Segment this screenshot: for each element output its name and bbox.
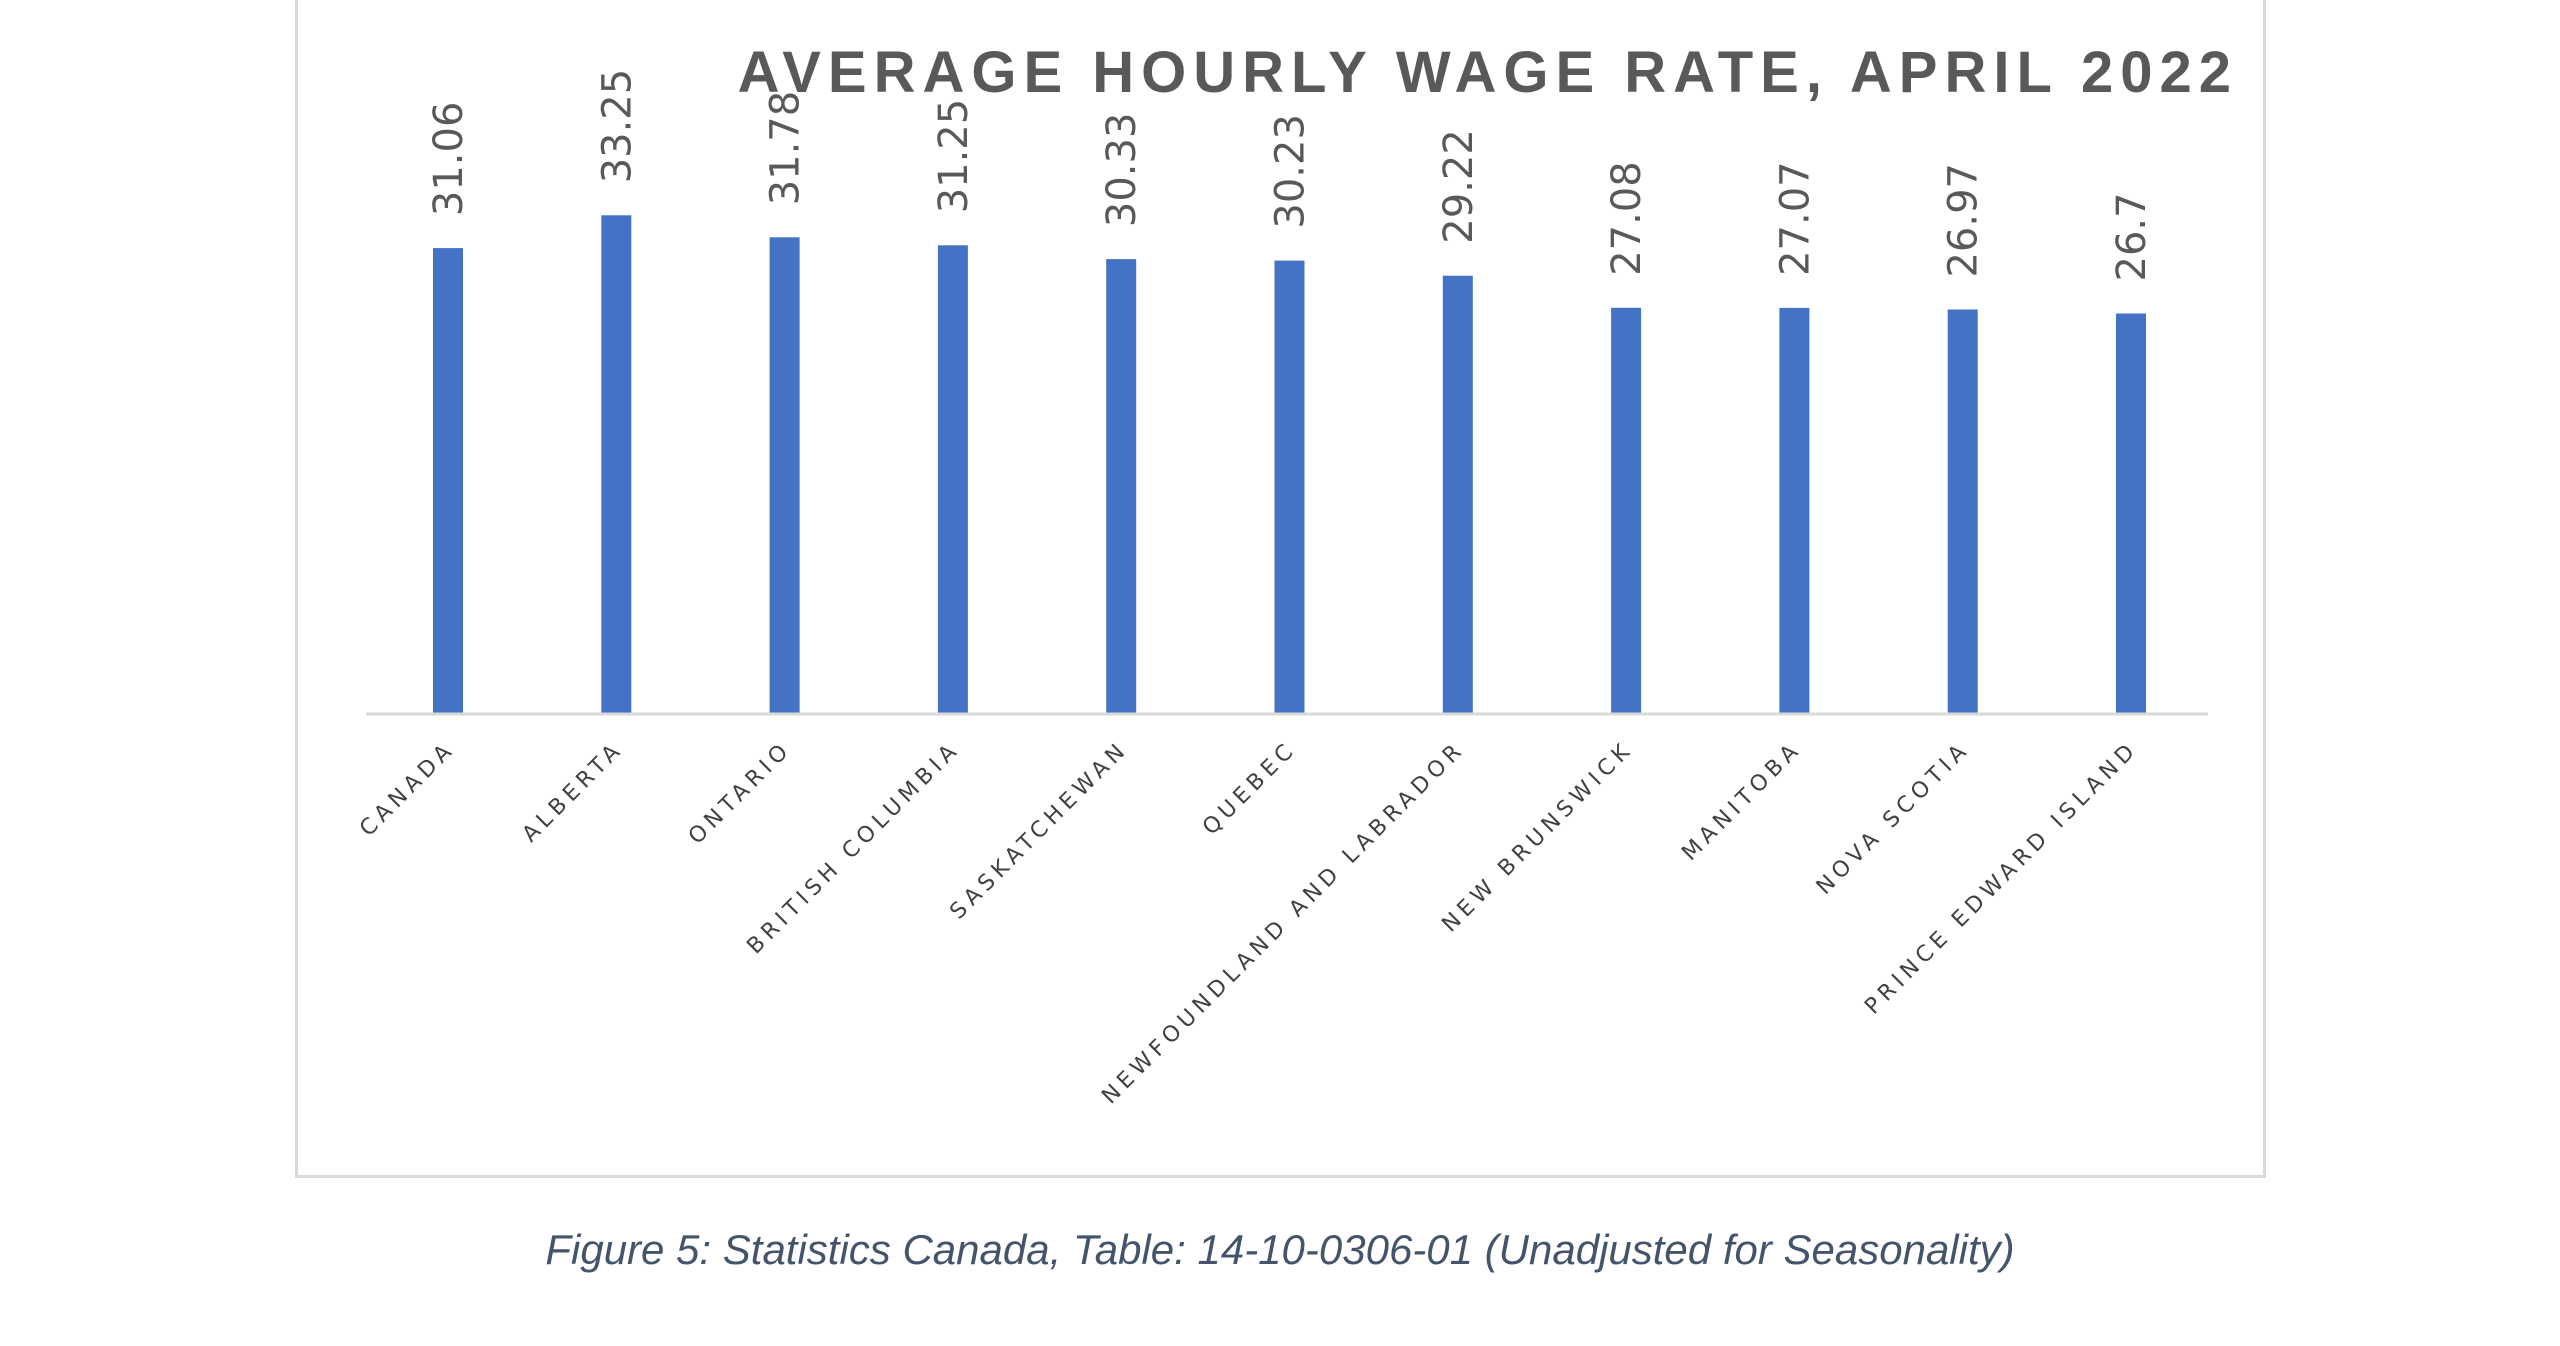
- bar-manitoba: [1779, 307, 1810, 714]
- data-label-british-columbia: 31.25: [931, 99, 977, 214]
- bar-canada: [433, 248, 463, 714]
- data-label-new-brunswick: 27.08: [1604, 161, 1650, 276]
- bar-saskatchewan: [1106, 259, 1137, 714]
- data-label-prince-edward-island: 26.7: [2109, 192, 2155, 281]
- category-label-ontario: ONTARIO: [684, 737, 797, 850]
- data-label-quebec: 30.23: [1268, 114, 1314, 229]
- data-label-alberta: 33.25: [594, 69, 640, 184]
- bar-new-brunswick: [1611, 307, 1642, 714]
- category-label-alberta: ALBERTA: [518, 737, 629, 848]
- bar-british-columbia: [937, 245, 968, 715]
- category-label-new-brunswick: NEW BRUNSWICK: [1437, 737, 1638, 938]
- data-label-newfoundland-and-labrador: 29.22: [1436, 129, 1482, 244]
- category-label-canada: CANADA: [355, 737, 460, 842]
- bar-alberta: [601, 215, 632, 715]
- data-label-canada: 31.06: [426, 102, 472, 217]
- figure-caption: Figure 5: Statistics Canada, Table: 14-1…: [545, 1226, 2015, 1273]
- category-label-saskatchewan: SASKATCHEWAN: [946, 737, 1134, 925]
- data-label-manitoba: 27.07: [1772, 161, 1818, 276]
- chart-title: AVERAGE HOURLY WAGE RATE, APRIL 2022: [738, 40, 2238, 105]
- bar-quebec: [1274, 260, 1305, 714]
- bar-nova-scotia: [1947, 309, 1978, 714]
- data-labels-group: 31.06 33.25 31.78 31.25 30.33 30.23 29.22 27.08…: [426, 69, 2155, 282]
- category-label-newfoundland-and-labrador: NEWFOUNDLAND AND LABRADOR: [1097, 737, 1470, 1110]
- data-label-nova-scotia: 26.97: [1941, 163, 1987, 278]
- category-label-prince-edward-island: PRINCE EDWARD ISLAND: [1860, 737, 2143, 1020]
- data-label-saskatchewan: 30.33: [1099, 113, 1145, 228]
- category-label-nova-scotia: NOVA SCOTIA: [1812, 737, 1975, 900]
- bar-prince-edward-island: [2116, 313, 2146, 714]
- category-label-quebec: QUEBEC: [1198, 737, 1302, 841]
- category-label-manitoba: MANITOBA: [1677, 737, 1806, 866]
- data-label-ontario: 31.78: [763, 91, 809, 206]
- bars-group: [433, 215, 2146, 715]
- bar-newfoundland-and-labrador: [1442, 275, 1473, 714]
- bar-chart: AVERAGE HOURLY WAGE RATE, APRIL 2022 31.…: [355, 40, 2238, 1110]
- bar-ontario: [769, 237, 800, 715]
